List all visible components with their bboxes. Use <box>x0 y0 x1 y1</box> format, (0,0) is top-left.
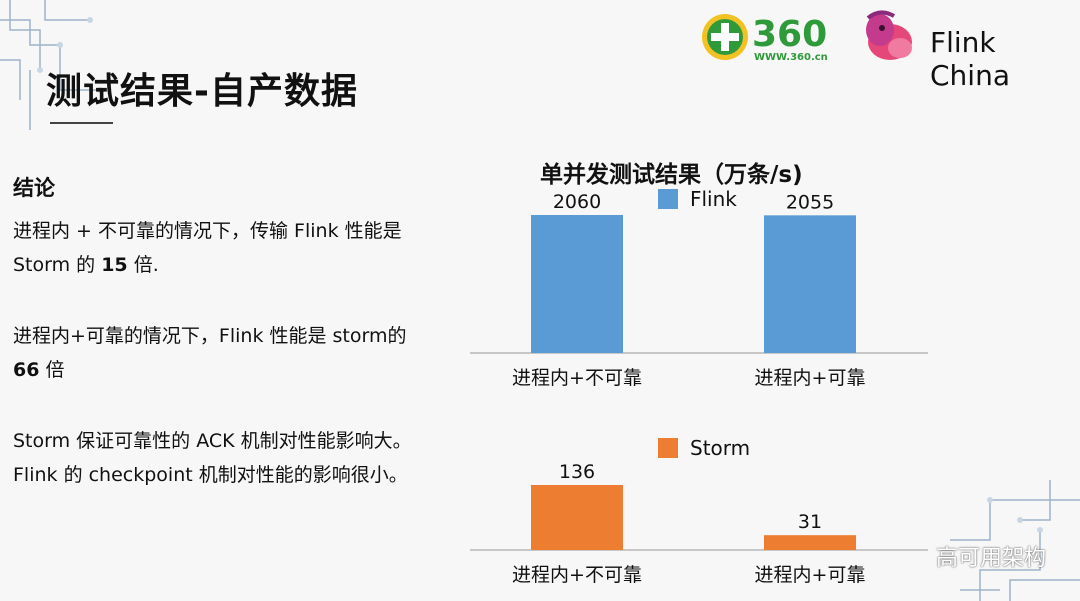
title-underline <box>50 122 113 124</box>
plus-circle-icon <box>702 14 748 60</box>
logo-360: 360 WWW.360.cn <box>700 12 850 64</box>
flink-value-label-2: 2055 <box>786 191 834 213</box>
flink-china-logo-text: Flink China <box>930 26 1010 92</box>
legend-flink-swatch <box>658 189 678 209</box>
legend-storm-swatch <box>658 438 678 458</box>
storm-category-label-2: 进程内+可靠 <box>755 564 866 586</box>
flink-value-label-1: 2060 <box>553 191 601 213</box>
flink-bar-chart: 2060 进程内+不可靠 2055 进程内+可靠 <box>470 191 928 389</box>
logo-360-url: WWW.360.cn <box>754 52 828 63</box>
flink-bar-2 <box>764 215 856 353</box>
logo-360-text: 360 <box>752 14 828 55</box>
p1-line-1: 进程内 + 不可靠的情况下，传输 Flink 性能是 <box>13 220 402 242</box>
p3-line-2: Flink 的 checkpoint 机制对性能的影响很小。 <box>13 464 408 486</box>
storm-bar-chart: 136 进程内+不可靠 31 进程内+可靠 <box>470 461 928 586</box>
p2-line-1: 进程内+可靠的情况下，Flink 性能是 storm的 <box>13 325 407 347</box>
storm-bar-2 <box>764 535 856 550</box>
storm-value-label-1: 136 <box>559 461 595 483</box>
legend-storm: Storm <box>658 436 750 460</box>
p3-line-1: Storm 保证可靠性的 ACK 机制对性能影响大。 <box>13 430 412 452</box>
flink-category-label-1: 进程内+不可靠 <box>512 367 642 389</box>
flink-category-label-2: 进程内+可靠 <box>755 367 866 389</box>
legend-storm-label: Storm <box>690 436 751 460</box>
p2-line-2: 66 倍 <box>13 359 65 381</box>
circuit-decoration-bottom-right <box>950 480 1080 601</box>
storm-value-label-2: 31 <box>798 511 822 533</box>
legend-flink-label: Flink <box>690 187 737 211</box>
storm-category-label-1: 进程内+不可靠 <box>512 564 642 586</box>
slide-title: 测试结果-自产数据 <box>46 71 358 112</box>
conclusion-paragraph-1: 进程内 + 不可靠的情况下，传输 Flink 性能是 Storm 的 15 倍. <box>13 214 473 282</box>
flink-squirrel-icon <box>866 10 912 60</box>
conclusion-paragraph-2: 进程内+可靠的情况下，Flink 性能是 storm的 66 倍 <box>13 319 473 387</box>
p1-line-2: Storm 的 15 倍. <box>13 254 159 276</box>
conclusion-paragraph-3: Storm 保证可靠性的 ACK 机制对性能影响大。 Flink 的 check… <box>13 424 473 492</box>
watermark: 高可用架构 <box>935 546 1046 571</box>
conclusion-heading: 结论 <box>13 176 55 200</box>
circuit-decoration-top-left <box>0 0 103 130</box>
ratio-66: 66 <box>13 359 40 381</box>
legend-flink: Flink <box>658 187 737 211</box>
storm-bar-1 <box>531 485 623 550</box>
flink-bar-1 <box>531 215 623 353</box>
chart-title: 单并发测试结果（万条/s) <box>540 162 803 188</box>
ratio-15: 15 <box>101 254 128 276</box>
